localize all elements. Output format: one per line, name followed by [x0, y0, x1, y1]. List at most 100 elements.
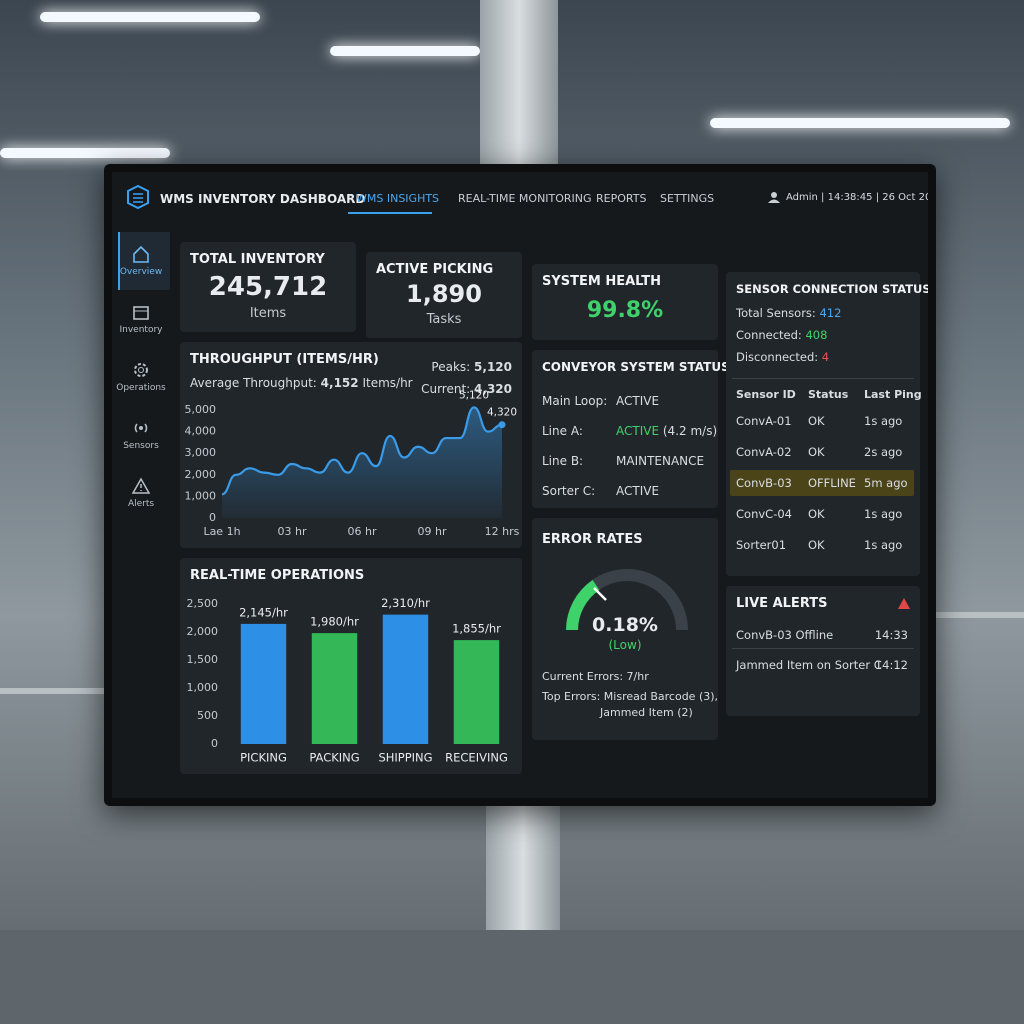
alert-text[interactable]: ConvB-03 Offline — [736, 628, 834, 642]
average-throughput: Average Throughput: 4,152 Items/hr — [190, 376, 413, 390]
throughput-panel: THROUGHPUT (ITEMS/HR) Average Throughput… — [180, 342, 522, 548]
nav-tab[interactable]: WMS INSIGHTS — [356, 192, 440, 205]
row-label: Line B: — [542, 454, 584, 468]
alert-icon — [898, 598, 910, 609]
value: 4,152 — [320, 376, 359, 390]
row-label: Main Loop: — [542, 394, 608, 408]
summary-row: Disconnected: 4 — [736, 350, 829, 364]
panel-title: LIVE ALERTS — [736, 596, 828, 611]
panel-title: THROUGHPUT (ITEMS/HR) — [190, 352, 379, 367]
y-tick-label: 4,000 — [185, 425, 217, 438]
current: Current: 4,320 — [421, 382, 512, 396]
x-tick-label: 06 hr — [348, 525, 377, 538]
error-rate: 0.18% — [592, 614, 658, 636]
y-tick-label: 3,000 — [185, 446, 217, 459]
x-tick-label: PACKING — [309, 751, 359, 765]
sensor-id: ConvA-01 — [736, 414, 792, 428]
dashboard-screen: WMS INVENTORY DASHBOARD WMS INSIGHTS REA… — [112, 172, 928, 798]
side-item[interactable]: Sensors — [112, 418, 170, 451]
nav-tab[interactable]: REAL-TIME MONITORING — [458, 192, 592, 205]
alert-text[interactable]: Jammed Item on Sorter C — [736, 658, 882, 672]
kpi-title: ACTIVE PICKING — [376, 262, 494, 277]
value: 4 — [821, 350, 830, 364]
bar-chart: 0 500 1,000 1,500 2,000 2,500 2,145/hr PICKING 1… — [187, 596, 508, 765]
panel-title: REAL-TIME OPERATIONS — [190, 568, 365, 583]
side-item[interactable]: Overview — [112, 244, 170, 277]
side-label: Overview — [119, 267, 163, 277]
x-tick-label: 09 hr — [418, 525, 447, 538]
x-tick-label: SHIPPING — [378, 751, 432, 765]
icon — [134, 423, 148, 433]
kpi-title: SYSTEM HEALTH — [542, 274, 662, 289]
summary-row: Connected: 408 — [736, 328, 827, 342]
y-tick-label: 5,000 — [185, 403, 217, 416]
panel-title: SENSOR CONNECTION STATUS — [736, 282, 928, 296]
status: ACTIVE — [616, 424, 660, 438]
sensor-status: OK — [808, 414, 825, 428]
last-ping: 1s ago — [864, 538, 903, 552]
status: ACTIVE — [616, 394, 660, 408]
y-tick-label: 2,000 — [187, 625, 219, 638]
row-highlight — [730, 470, 914, 496]
icon — [133, 245, 149, 263]
column-header: Sensor ID — [736, 388, 796, 401]
value: 408 — [805, 328, 828, 342]
sensor-status: OK — [808, 507, 825, 521]
conveyor-panel: CONVEYOR SYSTEM STATUS Main Loop: ACTIVE… — [532, 350, 730, 508]
line — [221, 406, 503, 496]
counter — [0, 930, 1024, 1024]
nav-tab[interactable]: REPORTS — [596, 192, 647, 205]
bar — [382, 614, 429, 744]
ceiling-light — [0, 148, 170, 158]
row-label: Line A: — [542, 424, 583, 438]
side-item[interactable]: Operations — [112, 360, 170, 393]
value-label: 1,980/hr — [310, 615, 359, 629]
logo — [127, 184, 149, 210]
monitor: WMS INVENTORY DASHBOARD WMS INSIGHTS REA… — [104, 164, 936, 806]
kpi-title: TOTAL INVENTORY — [190, 252, 325, 267]
current-errors: Current Errors: 7/hr — [542, 670, 649, 683]
side-item[interactable]: Inventory — [112, 302, 170, 335]
y-tick-label: 0 — [211, 737, 218, 750]
area-fill — [222, 407, 502, 518]
nav-tab[interactable]: SETTINGS — [660, 192, 715, 205]
sensor-id: ConvA-02 — [736, 445, 792, 459]
divider — [732, 378, 914, 379]
label: Disconnected: — [736, 350, 819, 364]
y-tick-label: 2,000 — [185, 468, 217, 481]
last-ping: 1s ago — [864, 507, 903, 521]
last-ping: 5m ago — [864, 476, 908, 490]
error-panel: ERROR RATES 0.18% (Low) Current Errors: … — [532, 518, 718, 740]
sensor-status: OFFLINE — [808, 476, 856, 490]
y-tick-label: 1,500 — [187, 653, 219, 666]
status-line: ACTIVE (4.2 m/s) — [616, 424, 717, 438]
bar — [240, 623, 287, 744]
side-item[interactable]: Alerts — [112, 476, 170, 509]
peak: Peaks: 5,120 — [431, 360, 512, 374]
panel-title: CONVEYOR SYSTEM STATUS — [542, 360, 730, 374]
value-label: 2,145/hr — [239, 605, 288, 619]
pole — [480, 0, 558, 170]
annotation: 5,120 — [459, 389, 489, 401]
user-icon — [768, 192, 780, 203]
last-ping: 1s ago — [864, 414, 903, 428]
sensor-id: Sorter01 — [736, 538, 787, 552]
kpi-unit: Tasks — [426, 312, 462, 327]
value-label: 2,310/hr — [381, 596, 430, 610]
side-label: Inventory — [119, 325, 163, 335]
label: Total Sensors: — [736, 306, 816, 320]
kpi-unit: Items — [249, 306, 287, 321]
value: 5,120 — [474, 360, 512, 374]
label: Current: — [421, 382, 471, 396]
railing — [936, 612, 1024, 618]
kpi-value: 1,890 — [406, 280, 482, 308]
gauge — [566, 569, 688, 631]
last-ping: 2s ago — [864, 445, 903, 459]
status: MAINTENANCE — [616, 454, 705, 468]
value: 4,320 — [474, 382, 512, 396]
divider — [732, 648, 914, 649]
sensor-status: OK — [808, 538, 825, 552]
sensor-id: ConvB-03 — [736, 476, 792, 490]
icon — [133, 306, 149, 320]
alerts-panel: LIVE ALERTS ConvB-03 Offline 14:33 Jamme… — [726, 586, 920, 716]
